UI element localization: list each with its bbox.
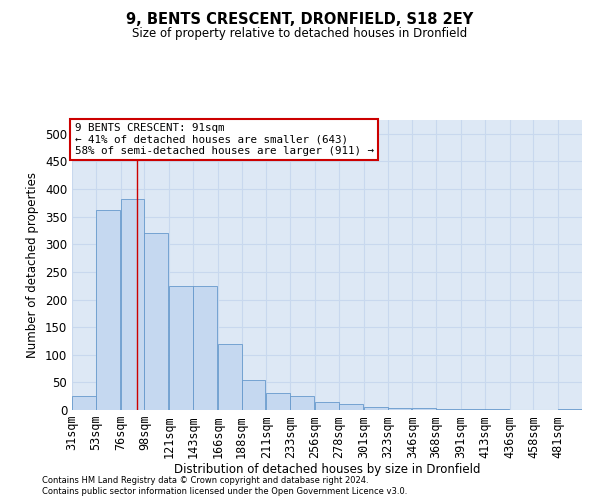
Bar [266, 394, 290, 410]
Bar [121, 199, 145, 410]
Bar [72, 396, 96, 410]
Text: 9 BENTS CRESCENT: 91sqm
← 41% of detached houses are smaller (643)
58% of semi-d: 9 BENTS CRESCENT: 91sqm ← 41% of detache… [74, 123, 374, 156]
Bar [193, 286, 217, 410]
Bar [339, 404, 362, 410]
Text: 9, BENTS CRESCENT, DRONFIELD, S18 2EY: 9, BENTS CRESCENT, DRONFIELD, S18 2EY [127, 12, 473, 28]
Bar [388, 408, 411, 410]
Bar [96, 210, 119, 410]
Text: Contains HM Land Registry data © Crown copyright and database right 2024.: Contains HM Land Registry data © Crown c… [42, 476, 368, 485]
Bar [436, 409, 460, 410]
Y-axis label: Number of detached properties: Number of detached properties [26, 172, 40, 358]
Bar [315, 402, 339, 410]
Text: Size of property relative to detached houses in Dronfield: Size of property relative to detached ho… [133, 28, 467, 40]
X-axis label: Distribution of detached houses by size in Dronfield: Distribution of detached houses by size … [174, 463, 480, 476]
Bar [290, 396, 314, 410]
Bar [169, 286, 193, 410]
Bar [412, 408, 436, 410]
Bar [145, 233, 168, 410]
Bar [364, 407, 388, 410]
Bar [558, 409, 582, 410]
Bar [218, 344, 242, 410]
Text: Contains public sector information licensed under the Open Government Licence v3: Contains public sector information licen… [42, 487, 407, 496]
Bar [242, 380, 265, 410]
